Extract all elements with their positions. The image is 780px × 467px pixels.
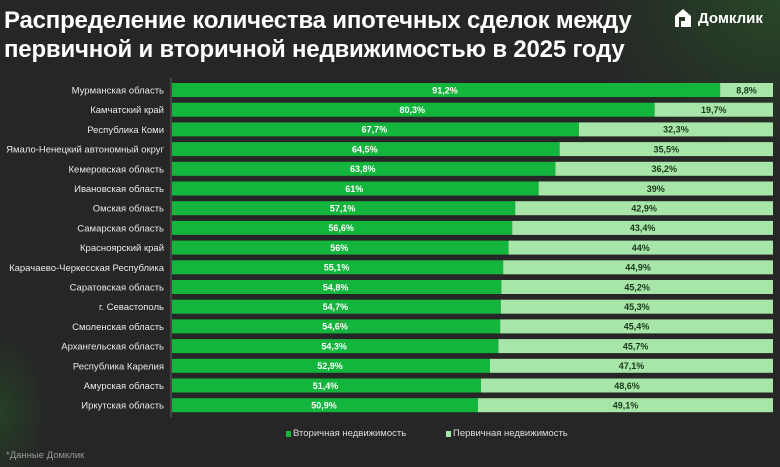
bar-secondary [172,161,556,176]
category-label: Самарская область [77,223,164,234]
bar-primary [489,358,773,373]
data-label-primary: 45,7% [623,341,649,351]
data-label-primary: 45,4% [624,322,650,332]
data-label-primary: 39% [647,184,665,194]
bar-secondary [172,299,501,314]
category-label: Ивановская область [74,184,164,195]
data-label-primary: 32,3% [663,125,689,135]
category-label: Карачаево-Черкесская Республика [9,263,165,274]
bar-primary [500,319,773,334]
bar-primary [498,339,773,354]
data-label-secondary: 56% [330,243,348,253]
data-label-secondary: 51,4% [313,381,339,391]
bar-secondary [172,280,502,294]
data-label-primary: 44% [632,243,650,253]
data-label-secondary: 54,8% [323,282,349,292]
bar-primary [503,260,773,275]
data-label-primary: 45,3% [624,302,650,312]
bar-secondary [172,83,721,97]
bar-primary [559,142,773,157]
data-label-primary: 42,9% [631,204,657,214]
legend-swatch [446,430,451,437]
bar-secondary [172,339,499,354]
category-label: Кемеровская область [69,164,165,175]
category-label: Республика Карелия [73,361,164,372]
category-label: Саратовская область [70,283,164,294]
data-label-primary: 47,1% [619,361,645,371]
data-label-secondary: 61% [345,184,363,194]
bar-secondary [172,398,478,413]
data-label-secondary: 50,9% [311,401,337,411]
data-label-secondary: 63,8% [350,164,376,174]
bar-primary [515,201,773,216]
category-label: Амурская область [84,381,164,392]
house-icon [675,9,691,27]
data-label-primary: 35,5% [654,144,680,154]
data-label-secondary: 91,2% [432,85,458,95]
data-label-secondary: 54,6% [322,322,348,332]
data-label-primary: 36,2% [651,164,677,174]
bar-secondary [172,260,504,275]
bar-primary [512,220,773,235]
category-label: Республика Коми [87,125,164,136]
bar-primary [500,299,773,314]
logo-text: Домклик [698,9,763,27]
bar-secondary [172,240,509,255]
background-glow-left [0,330,50,467]
bar-primary [654,102,773,117]
category-label: Мурманская область [72,86,164,97]
category-label: Ямало-Ненецкий автономный округ [6,145,164,156]
data-label-primary: 45,2% [624,282,650,292]
bar-primary [477,398,773,413]
data-label-primary: 8,8% [736,85,757,95]
legend-label: Первичная недвижимость [453,428,568,439]
data-label-secondary: 57,1% [330,204,356,214]
bar-secondary [172,220,513,235]
data-label-secondary: 64,5% [352,144,378,154]
bar-secondary [172,378,481,393]
bar-primary [480,378,773,393]
legend-swatch [286,430,291,437]
category-label: Иркутская область [81,401,164,412]
bar-secondary [172,319,501,334]
data-label-primary: 19,7% [701,105,727,115]
data-label-secondary: 80,3% [400,105,426,115]
bar-primary [508,240,773,255]
data-label-primary: 43,4% [630,223,656,233]
bar-primary [720,83,773,97]
bar-primary [555,161,773,176]
data-label-secondary: 55,1% [324,263,350,273]
bar-primary [501,280,773,294]
data-label-secondary: 52,9% [317,361,343,371]
source-note: *Данные Домклик [6,450,85,461]
data-label-secondary: 56,6% [328,223,354,233]
category-label: Архангельская область [61,342,164,353]
legend: Вторичная недвижимость Первичная недвижи… [0,428,780,442]
legend-item-primary: Первичная недвижимость [446,428,568,439]
bar-secondary [172,142,560,157]
data-label-secondary: 54,7% [323,302,349,312]
bar-secondary [172,102,655,117]
category-label: Красноярский край [80,243,164,254]
data-label-primary: 48,6% [614,381,640,391]
category-label: Камчатский край [90,105,164,116]
data-label-secondary: 54,3% [321,341,347,351]
category-label: Омская область [93,204,164,215]
domclick-logo: Домклик [673,7,763,29]
chart-title: Распределение количества ипотечных сдело… [4,7,632,63]
legend-label: Вторичная недвижимость [293,428,407,439]
bar-secondary [172,358,490,373]
data-label-primary: 44,9% [625,263,651,273]
bar-secondary [172,181,539,196]
category-label: Смоленская область [72,322,164,333]
data-label-secondary: 67,7% [362,125,388,135]
bar-secondary [172,201,516,216]
data-label-primary: 49,1% [613,401,639,411]
legend-item-secondary: Вторичная недвижимость [286,428,406,439]
bar-primary [538,181,773,196]
bar-primary [578,122,773,137]
bar-secondary [172,122,579,137]
category-label: г. Севастополь [99,302,164,313]
